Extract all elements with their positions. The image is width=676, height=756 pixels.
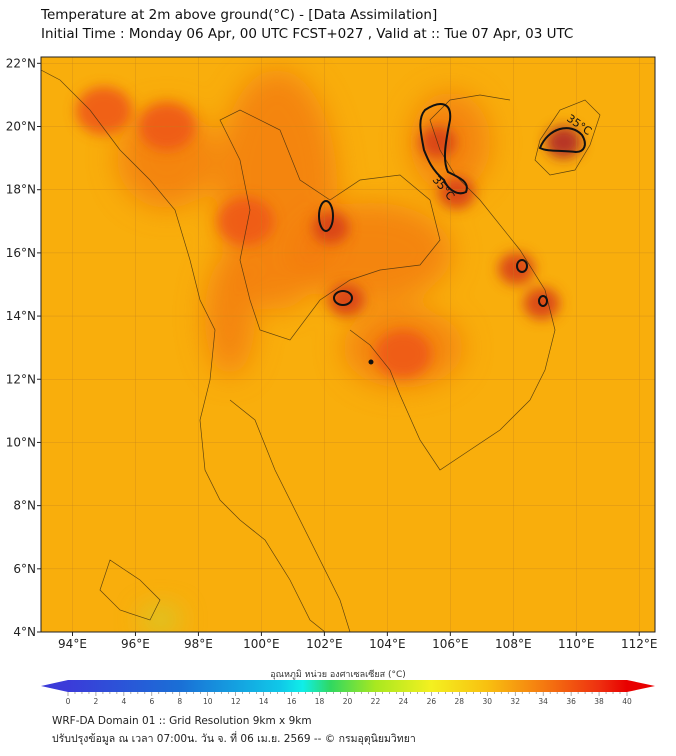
x-tick-label: 110°E: [558, 637, 595, 651]
y-tick-label: 20°N: [6, 120, 36, 134]
y-tick-label: 16°N: [6, 246, 36, 260]
colorbar-tick-label: 40: [622, 697, 632, 706]
colorbar-tick-label: 30: [482, 697, 492, 706]
hotspot: [375, 329, 432, 378]
x-tick-label: 104°E: [369, 637, 406, 651]
y-tick-label: 12°N: [6, 372, 36, 386]
colorbar-tick-label: 12: [231, 697, 241, 706]
plot-frame: [40, 56, 656, 633]
y-axis: 4°N 6°N 8°N 10°N 12°N 14°N 16°N 18°N 20°N 22°N: [6, 56, 41, 639]
colorbar-tick-label: 10: [203, 697, 213, 706]
x-tick-label: 106°E: [432, 637, 469, 651]
colorbar-tick-label: 26: [427, 697, 437, 706]
colorbar-tick-label: 16: [287, 697, 297, 706]
footer-model-info: WRF-DA Domain 01 :: Grid Resolution 9km …: [52, 715, 312, 727]
x-tick-label: 94°E: [58, 637, 87, 651]
x-tick-label: 98°E: [184, 637, 213, 651]
chart-subtitle: Initial Time : Monday 06 Apr, 00 UTC FCS…: [41, 26, 574, 42]
colorbar-tick-label: 20: [343, 697, 353, 706]
coastlines-borders: [41, 69, 601, 632]
colorbar-tick-label: 38: [594, 697, 604, 706]
colorbar-tick-label: 18: [315, 697, 325, 706]
contour-35c: [318, 103, 586, 365]
map-area: 35°C 35°C: [41, 57, 655, 632]
y-tick-label: 6°N: [13, 562, 36, 576]
colorbar-tick-label: 36: [566, 697, 576, 706]
colorbar-tick-label: 34: [538, 697, 548, 706]
y-tick-label: 4°N: [13, 625, 36, 639]
cool-spot: [142, 611, 179, 628]
colorbar-tick-label: 8: [177, 697, 182, 706]
colorbar-tick-label: 32: [510, 697, 520, 706]
y-tick-label: 10°N: [6, 435, 36, 449]
colorbar-tick-label: 6: [149, 697, 154, 706]
y-tick-label: 18°N: [6, 183, 36, 197]
hotspot: [523, 287, 560, 320]
chart-title: Temperature at 2m above ground(°C) - [Da…: [41, 7, 438, 23]
x-tick-label: 100°E: [243, 637, 280, 651]
x-tick-label: 102°E: [306, 637, 343, 651]
hotspot: [217, 197, 274, 246]
x-axis: 94°E 96°E 98°E 100°E 102°E 104°E 106°E 108°E 110…: [58, 632, 658, 651]
colorbar-tick-label: 24: [399, 697, 409, 706]
y-tick-label: 14°N: [6, 309, 36, 323]
colorbar-tick-label: 4: [122, 697, 127, 706]
colorbar-tick-label: 22: [371, 697, 381, 706]
colorbar: 0 2 4 6 8 10 12 14 16 18 20 22 24 26 28 30 32 34 36 38 40: [41, 680, 655, 706]
x-tick-label: 108°E: [495, 637, 532, 651]
colorbar-label: อุณหภูมิ หน่วย องศาเซลเซียส (°C): [270, 670, 406, 680]
footer-update-info: ปรับปรุงข้อมูล ณ เวลา 07:00น. วัน จ. ที่…: [52, 733, 416, 745]
x-tick-label: 112°E: [621, 637, 658, 651]
colorbar-tick-label: 0: [66, 697, 71, 706]
y-tick-label: 22°N: [6, 56, 36, 70]
x-tick-label: 96°E: [121, 637, 150, 651]
colorbar-tick-label: 14: [259, 697, 269, 706]
y-tick-label: 8°N: [13, 499, 36, 513]
temperature-map: 35°C 35°C 94°E 96°E 98°E 100°E 102°E 104°E 106…: [6, 56, 658, 706]
colorbar-tick-label: 2: [94, 697, 99, 706]
hotspot: [75, 86, 132, 135]
colorbar-tick-label: 28: [455, 697, 465, 706]
